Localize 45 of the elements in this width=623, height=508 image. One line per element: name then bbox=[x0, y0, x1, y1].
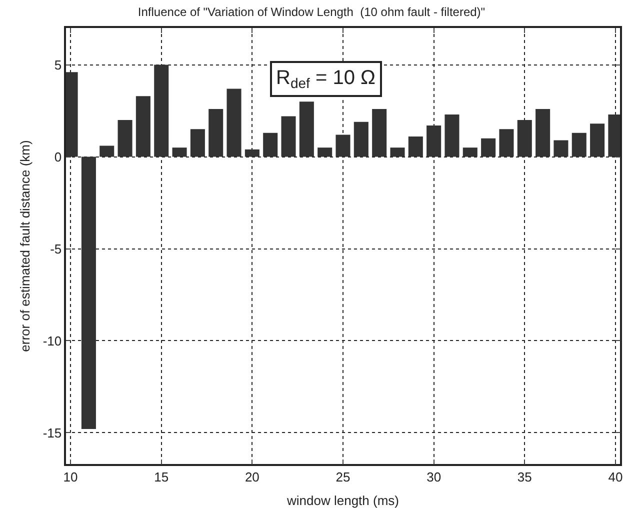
y-tick-label: -15 bbox=[42, 425, 62, 440]
bar bbox=[390, 148, 405, 157]
bar bbox=[263, 132, 278, 157]
bar bbox=[354, 122, 368, 157]
chart-title: Influence of "Variation of Window Length (10 ohm fault - filtered)" bbox=[138, 5, 486, 20]
y-tick-label: 5 bbox=[54, 57, 62, 72]
x-tick-label: 30 bbox=[426, 469, 442, 484]
bar bbox=[81, 156, 96, 430]
x-tick-label: 25 bbox=[336, 469, 350, 484]
bar bbox=[336, 134, 350, 157]
bar bbox=[299, 102, 314, 157]
y-tick-label: 0 bbox=[54, 149, 62, 164]
bar bbox=[572, 132, 586, 157]
bar bbox=[226, 88, 242, 157]
bar bbox=[154, 64, 169, 157]
x-tick-label: 15 bbox=[154, 469, 169, 484]
bar bbox=[462, 148, 478, 157]
y-tick-label: -10 bbox=[42, 333, 62, 348]
x-tick-label: 40 bbox=[608, 469, 623, 484]
bar bbox=[208, 108, 224, 157]
bar bbox=[517, 120, 532, 157]
bar bbox=[499, 129, 514, 157]
y-tick-label: -5 bbox=[50, 241, 62, 256]
bar bbox=[136, 96, 150, 157]
x-axis-title: window length (ms) bbox=[286, 493, 399, 508]
bar bbox=[372, 108, 387, 157]
bar bbox=[444, 114, 460, 157]
annotation: R$_{def}$ = 10 Ω bbox=[276, 67, 376, 92]
bar bbox=[281, 116, 296, 157]
bar bbox=[426, 126, 442, 157]
bar bbox=[172, 148, 187, 157]
bar bbox=[408, 136, 423, 157]
bar bbox=[318, 148, 332, 157]
bar bbox=[190, 129, 205, 157]
x-tick-label: 35 bbox=[517, 469, 532, 484]
bar bbox=[536, 108, 550, 157]
bar bbox=[481, 138, 496, 157]
x-tick-label: 20 bbox=[244, 469, 260, 484]
bar bbox=[118, 120, 132, 157]
bar bbox=[244, 149, 260, 157]
bar bbox=[590, 124, 605, 157]
bar bbox=[100, 146, 114, 157]
bar bbox=[554, 140, 568, 157]
x-tick-label: 10 bbox=[63, 469, 78, 484]
y-axis-title: error of estimated fault distance (km) bbox=[18, 140, 32, 352]
